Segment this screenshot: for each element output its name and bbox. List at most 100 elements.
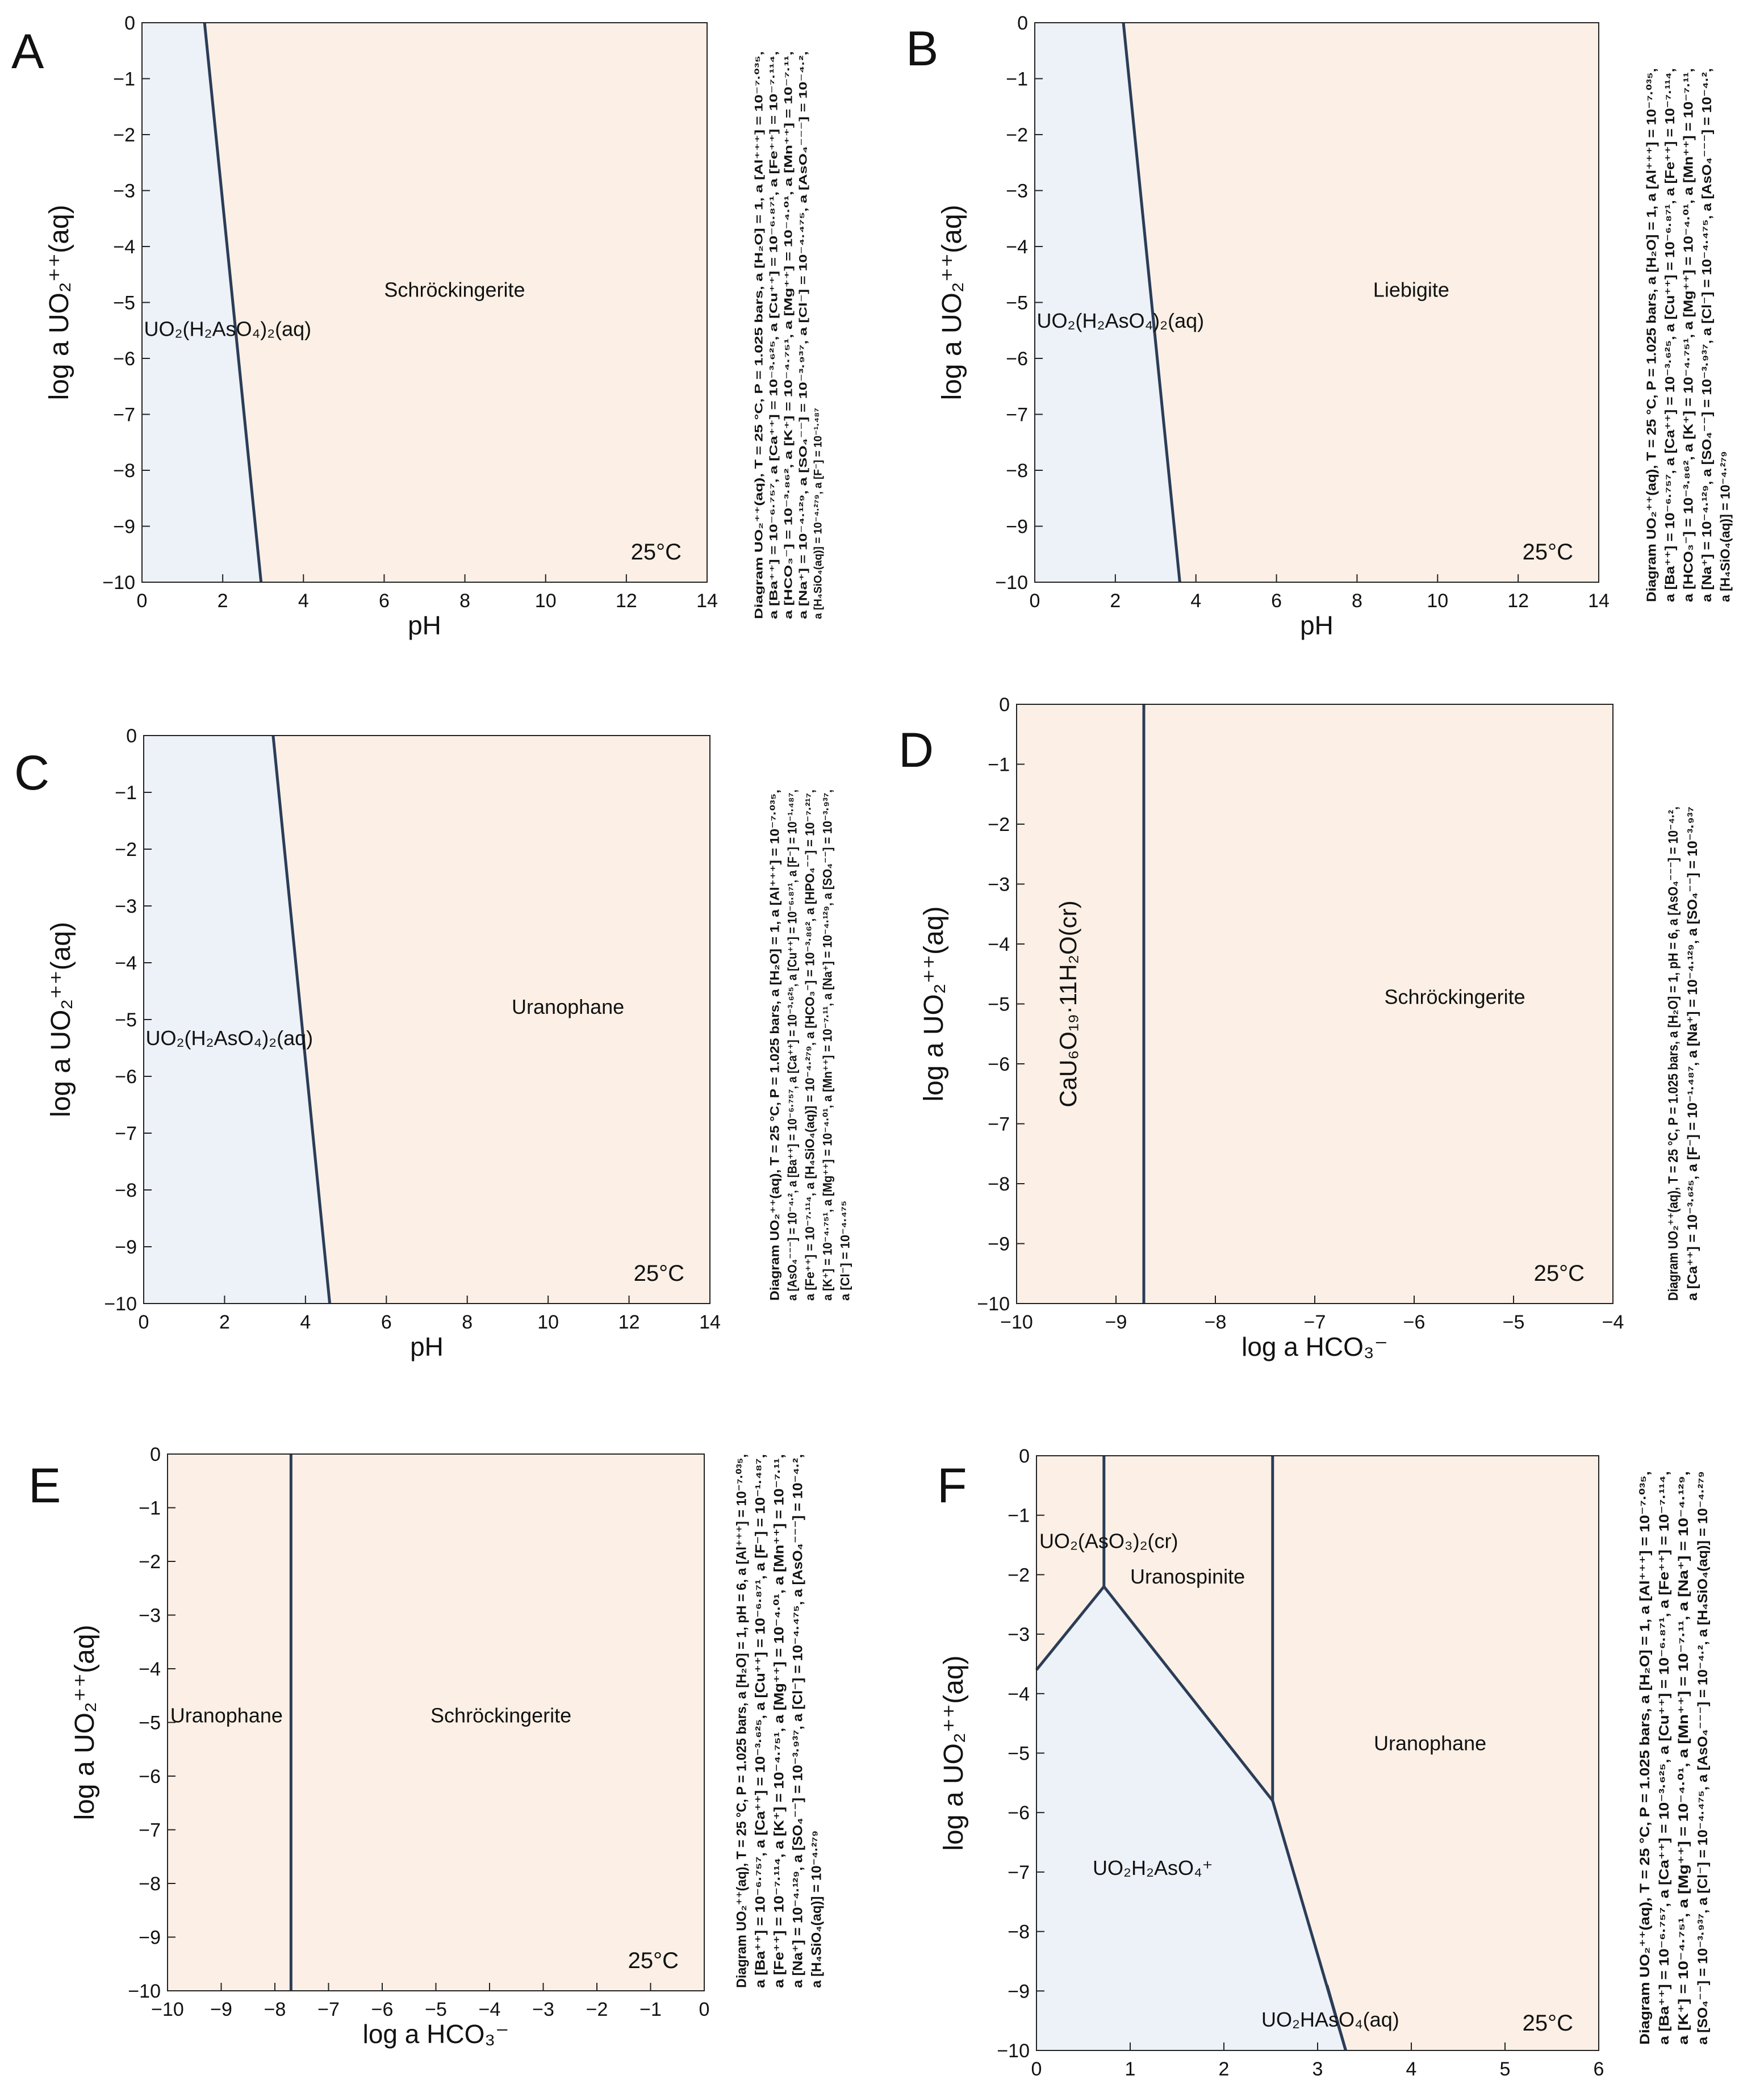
panel-f-field-label: UO₂HAsO₄(aq) xyxy=(1261,2008,1399,2031)
panel-a-ytick-label: −4 xyxy=(113,236,135,258)
panel-e-xtick-label: −10 xyxy=(151,1999,184,2020)
panel-a-ytick-label: −5 xyxy=(113,293,135,314)
panel-c-ytick-label: −2 xyxy=(115,839,137,861)
panel-a-ytick-label: −8 xyxy=(113,460,135,482)
panel-c-conditions-line: Diagram UO₂⁺⁺(aq), T = 25 °C, P = 1.025 … xyxy=(768,790,782,1301)
panel-f-ytick-label: −5 xyxy=(1008,1743,1030,1765)
panel-d-ytick-label: −4 xyxy=(988,934,1010,955)
panel-e-field-label: Uranophane xyxy=(170,1704,283,1727)
panel-e-ytick-label: −5 xyxy=(139,1712,161,1734)
panel-a-conditions-note: Diagram UO₂⁺⁺(aq), T = 25 °C, P = 1.025 … xyxy=(754,51,825,619)
panel-e-field-label: Schröckingerite xyxy=(430,1704,571,1727)
panel-e-temperature-label: 25°C xyxy=(628,1948,679,1973)
panel-f-xtick-label: 0 xyxy=(1031,2058,1042,2076)
panel-f-conditions-line: a [Ba⁺⁺] = 10⁻⁶·⁷⁵⁷, a [Ca⁺⁺] = 10⁻³·⁶²⁵… xyxy=(1657,1471,1672,2045)
panel-e-ytick-label: −10 xyxy=(128,1981,161,2002)
panel-e-ytick-label: −6 xyxy=(139,1766,161,1787)
panel-c-xtick-label: 4 xyxy=(300,1311,311,1333)
panel-c-conditions-line: a [Fe⁺⁺] = 10⁻⁷·¹¹⁴, a [H₄SiO₄(aq)] = 10… xyxy=(803,790,817,1301)
panel-f-boundary-3 xyxy=(1326,1985,1347,2051)
panel-a-conditions-line: a [Ba⁺⁺] = 10⁻⁶·⁷⁵⁷, a [Ca⁺⁺] = 10⁻³·⁶²⁵… xyxy=(768,51,780,619)
panel-e-xtick-label: −8 xyxy=(264,1999,286,2020)
panel-a-ytick-label: −1 xyxy=(113,69,135,90)
panel-a: 0 2 4 6 8 10 12 14 0 −1 −2 −3 −4 −5 −6 −7 −8 −9 −10 pH log a… xyxy=(11,12,825,640)
panel-f-ylabel: log a UO₂⁺⁺(aq) xyxy=(939,1655,969,1851)
panel-c-conditions-line: a [Cl⁻] = 10⁻⁴·⁴⁷⁵ xyxy=(838,1201,852,1301)
panel-d-field-label: Schröckingerite xyxy=(1385,985,1525,1009)
panel-f-conditions-line: Diagram UO₂⁺⁺(aq), T = 25 °C, P = 1.025 … xyxy=(1637,1471,1653,2045)
panel-f-temperature-label: 25°C xyxy=(1523,2011,1573,2036)
panel-f-ytick-label: −9 xyxy=(1008,1981,1030,2002)
panel-f-conditions-line: a [SO₄⁻⁻] = 10⁻³·⁹³⁷, a [Cl⁻] = 10⁻⁴·⁴⁷⁵… xyxy=(1695,1471,1711,2045)
panel-a-ytick-label: −2 xyxy=(113,124,135,146)
panel-f-ytick-label: −8 xyxy=(1008,1922,1030,1943)
panel-a-boundary-0 xyxy=(203,22,263,583)
panel-d-xlabel: log a HCO₃⁻ xyxy=(1242,1332,1388,1361)
panel-f-field-label: Uranospinite xyxy=(1130,1565,1245,1588)
panel-f-xtick-label: 2 xyxy=(1219,2058,1230,2076)
panel-f-field-0 xyxy=(1036,1456,1104,1670)
panel-e-conditions-line: a [Ba⁺⁺] = 10⁻⁶·⁷⁵⁷, a [Ca⁺⁺] = 10⁻³·⁶²⁵… xyxy=(753,1454,768,1988)
panel-b-field-label: Liebigite xyxy=(1373,278,1449,302)
panel-a-field-1 xyxy=(204,23,707,582)
panel-b-xtick-label: 12 xyxy=(1507,590,1529,612)
panel-c-ytick-label: −10 xyxy=(104,1293,137,1315)
panel-a-ytick-label: −6 xyxy=(113,348,135,370)
panel-a-xtick-label: 12 xyxy=(616,590,637,612)
panel-e-xtick-label: −6 xyxy=(371,1999,394,2020)
panel-d-xtick-label: −8 xyxy=(1205,1311,1227,1333)
panel-c-ytick-label: −3 xyxy=(115,896,137,917)
panel-c-conditions-line: a [AsO₄⁻⁻⁻] = 10⁻⁴·², a [Ba⁺⁺] = 10⁻⁶·⁷⁵… xyxy=(785,790,800,1301)
panel-d-letter: D xyxy=(898,723,934,778)
panel-e-ylabel: log a UO₂⁺⁺(aq) xyxy=(70,1624,100,1820)
panel-d-ytick-label: −7 xyxy=(988,1114,1010,1135)
panel-c-ytick-label: −4 xyxy=(115,953,137,974)
panel-a-conditions-line: a [HCO₃⁻] = 10⁻³·⁸⁶², a [K⁺] = 10⁻⁴·⁷⁵¹,… xyxy=(783,51,795,619)
panel-b-conditions-line: a [Ba⁺⁺] = 10⁻⁶·⁷⁵⁷, a [Ca⁺⁺] = 10⁻³·⁶²⁵… xyxy=(1662,68,1677,602)
panel-f-ytick-label: 0 xyxy=(1019,1446,1030,1467)
panel-f-field-label: UO₂(AsO₃)₂(cr) xyxy=(1039,1529,1178,1552)
panel-c-xtick-label: 14 xyxy=(699,1311,721,1333)
panel-b-ytick-label: −7 xyxy=(1006,404,1028,426)
panel-a-field-0 xyxy=(142,23,261,582)
panel-f-field-label: UO₂H₂AsO₄⁺ xyxy=(1093,1856,1213,1879)
panel-a-conditions-line: a [Na⁺] = 10⁻⁴·¹²⁹, a [SO₄⁻⁻] = 10⁻³·⁹³⁷… xyxy=(798,51,810,619)
panel-c-xtick-label: 0 xyxy=(139,1311,149,1333)
panel-d-xtick-label: −4 xyxy=(1602,1311,1624,1333)
panel-b-ytick-label: −10 xyxy=(995,572,1028,594)
panel-e-xtick-label: −4 xyxy=(479,1999,501,2020)
panel-b-xtick-label: 0 xyxy=(1030,590,1040,612)
panel-c-xtick-label: 6 xyxy=(381,1311,392,1333)
panel-f-field-2 xyxy=(1272,1456,1599,2050)
panel-d-xtick-label: −7 xyxy=(1304,1311,1326,1333)
panel-c-ytick-label: −9 xyxy=(115,1237,137,1258)
panel-c-xtick-label: 10 xyxy=(537,1311,559,1333)
panel-c-xtick-label: 2 xyxy=(219,1311,230,1333)
panel-e: −10 −9 −8 −7 −6 −5 −4 −3 −2 −1 00−1−2−3−4−5−6−7−8−… xyxy=(28,1444,825,2049)
panel-a-ylabel: log a UO₂⁺⁺(aq) xyxy=(44,204,74,400)
panel-b: 0 2 4 6 8 10 12 14 0 −1 −2 −3 −4 −5 −6 −7 −8 −9 −10 pH log a… xyxy=(906,12,1732,640)
panel-a-ytick-label: −9 xyxy=(113,516,135,538)
panel-f-ytick-label: −3 xyxy=(1008,1624,1030,1645)
panel-d: −10 −9 −8 −7 −6 −5 −4 0 −1 −2 −3 −4 −5 −6 −7 −8 −9 −10 log… xyxy=(898,694,1700,1361)
panel-c-boundary-0 xyxy=(271,735,332,1304)
panel-b-xtick-label: 8 xyxy=(1352,590,1362,612)
panel-e-xtick-label: −3 xyxy=(532,1999,554,2020)
panel-d-ytick-label: −6 xyxy=(988,1054,1010,1075)
panel-d-xtick-label: −6 xyxy=(1403,1311,1426,1333)
panel-f-field-1 xyxy=(1103,1456,1273,1801)
panel-f-ytick-label: −4 xyxy=(1008,1684,1030,1705)
panel-d-conditions-line: a [Ca⁺⁺] = 10⁻³·⁶²⁵, a [F⁻] = 10⁻¹·⁴⁸⁷, … xyxy=(1685,807,1700,1301)
panel-c-xtick-label: 12 xyxy=(618,1311,640,1333)
panel-a-conditions-line: Diagram UO₂⁺⁺(aq), T = 25 °C, P = 1.025 … xyxy=(754,51,766,619)
panel-d-xtick-label: −5 xyxy=(1503,1311,1525,1333)
panel-f-field-4 xyxy=(1308,1985,1346,2050)
panel-a-xtick-label: 8 xyxy=(459,590,470,612)
panel-f-xtick-label: 4 xyxy=(1406,2058,1417,2076)
panel-c-field-label: Uranophane xyxy=(512,995,624,1018)
panel-a-conditions-line: a [H₄SiO₄(aq)] = 10⁻⁴·²⁷⁹, a [F⁻] = 10⁻¹… xyxy=(813,408,825,619)
panel-d-ytick-label: −2 xyxy=(988,814,1010,836)
panel-b-ytick-label: −4 xyxy=(1006,236,1028,258)
panel-d-temperature-label: 25°C xyxy=(1534,1261,1585,1286)
panel-d-xtick-label: −9 xyxy=(1105,1311,1127,1333)
